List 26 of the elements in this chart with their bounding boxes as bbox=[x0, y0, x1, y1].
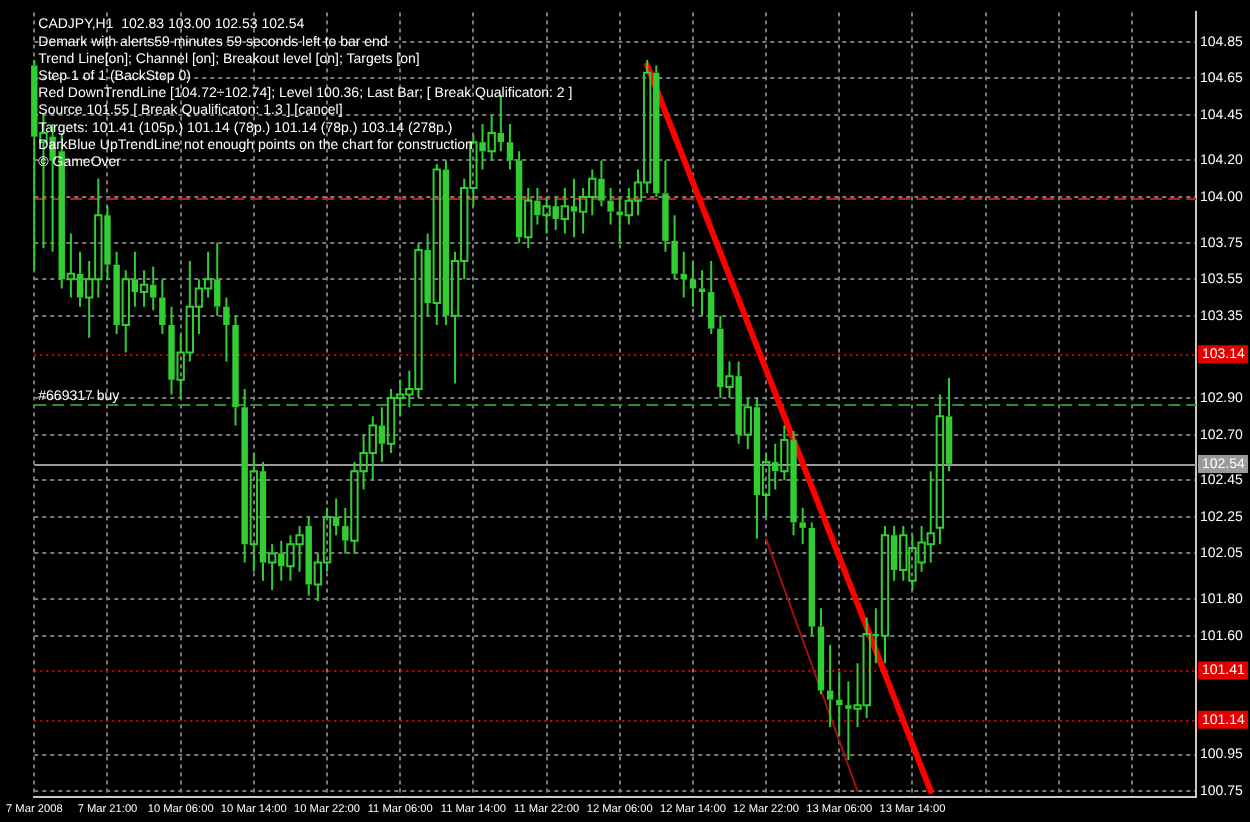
candlestick bbox=[624, 186, 634, 226]
candlestick bbox=[642, 58, 652, 195]
candlestick bbox=[223, 296, 230, 363]
candlestick bbox=[707, 259, 715, 336]
candlestick bbox=[826, 643, 834, 729]
candlestick bbox=[506, 122, 514, 171]
candlestick bbox=[432, 163, 441, 326]
candlestick bbox=[935, 393, 945, 546]
candlestick bbox=[671, 214, 678, 281]
candlestick bbox=[689, 259, 697, 308]
candlestick bbox=[799, 506, 806, 546]
candlestick bbox=[607, 186, 614, 226]
candlestick bbox=[880, 525, 890, 665]
candlestick bbox=[139, 269, 149, 308]
candlestick bbox=[662, 159, 669, 253]
candlestick bbox=[808, 521, 816, 637]
candlestick bbox=[159, 278, 166, 336]
candlestick bbox=[578, 186, 588, 235]
candlestick bbox=[232, 314, 239, 427]
candlestick bbox=[542, 196, 551, 235]
candlestick bbox=[487, 113, 496, 162]
candlestick bbox=[560, 186, 570, 235]
candlestick bbox=[817, 607, 825, 696]
candlestick bbox=[121, 269, 130, 354]
candlestick bbox=[386, 387, 396, 454]
candlestick bbox=[698, 269, 706, 317]
